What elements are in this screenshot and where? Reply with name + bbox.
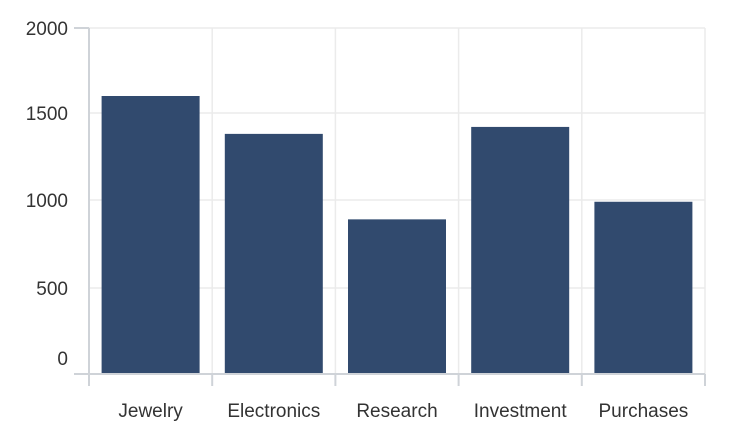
x-tick-label-purchases: Purchases <box>599 401 689 422</box>
x-tick-label-electronics: Electronics <box>227 401 320 422</box>
axes <box>74 27 706 386</box>
y-axis-tick-labels: 0 500 1000 1500 2000 <box>26 19 68 370</box>
y-tick-label: 2000 <box>26 19 68 40</box>
bar-electronics <box>224 133 323 374</box>
y-tick-label: 1500 <box>26 104 68 125</box>
bar-investment <box>471 126 570 374</box>
x-tick-label-research: Research <box>356 401 437 422</box>
y-tick-label: 500 <box>36 279 68 300</box>
bars <box>101 96 693 374</box>
bar-research <box>348 219 446 374</box>
bar-purchases <box>594 201 693 374</box>
bar-jewelry <box>101 96 200 374</box>
y-tick-label: 1000 <box>26 191 68 212</box>
x-tick-label-jewelry: Jewelry <box>118 401 183 422</box>
x-axis-tick-labels: Jewelry Electronics Research Investment Purc… <box>118 401 688 422</box>
y-tick-label: 0 <box>57 349 68 370</box>
x-tick-label-investment: Investment <box>474 401 568 422</box>
